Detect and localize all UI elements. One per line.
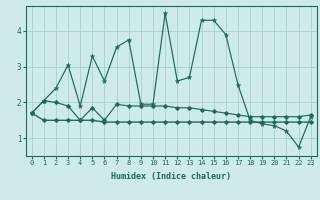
X-axis label: Humidex (Indice chaleur): Humidex (Indice chaleur) bbox=[111, 172, 231, 181]
